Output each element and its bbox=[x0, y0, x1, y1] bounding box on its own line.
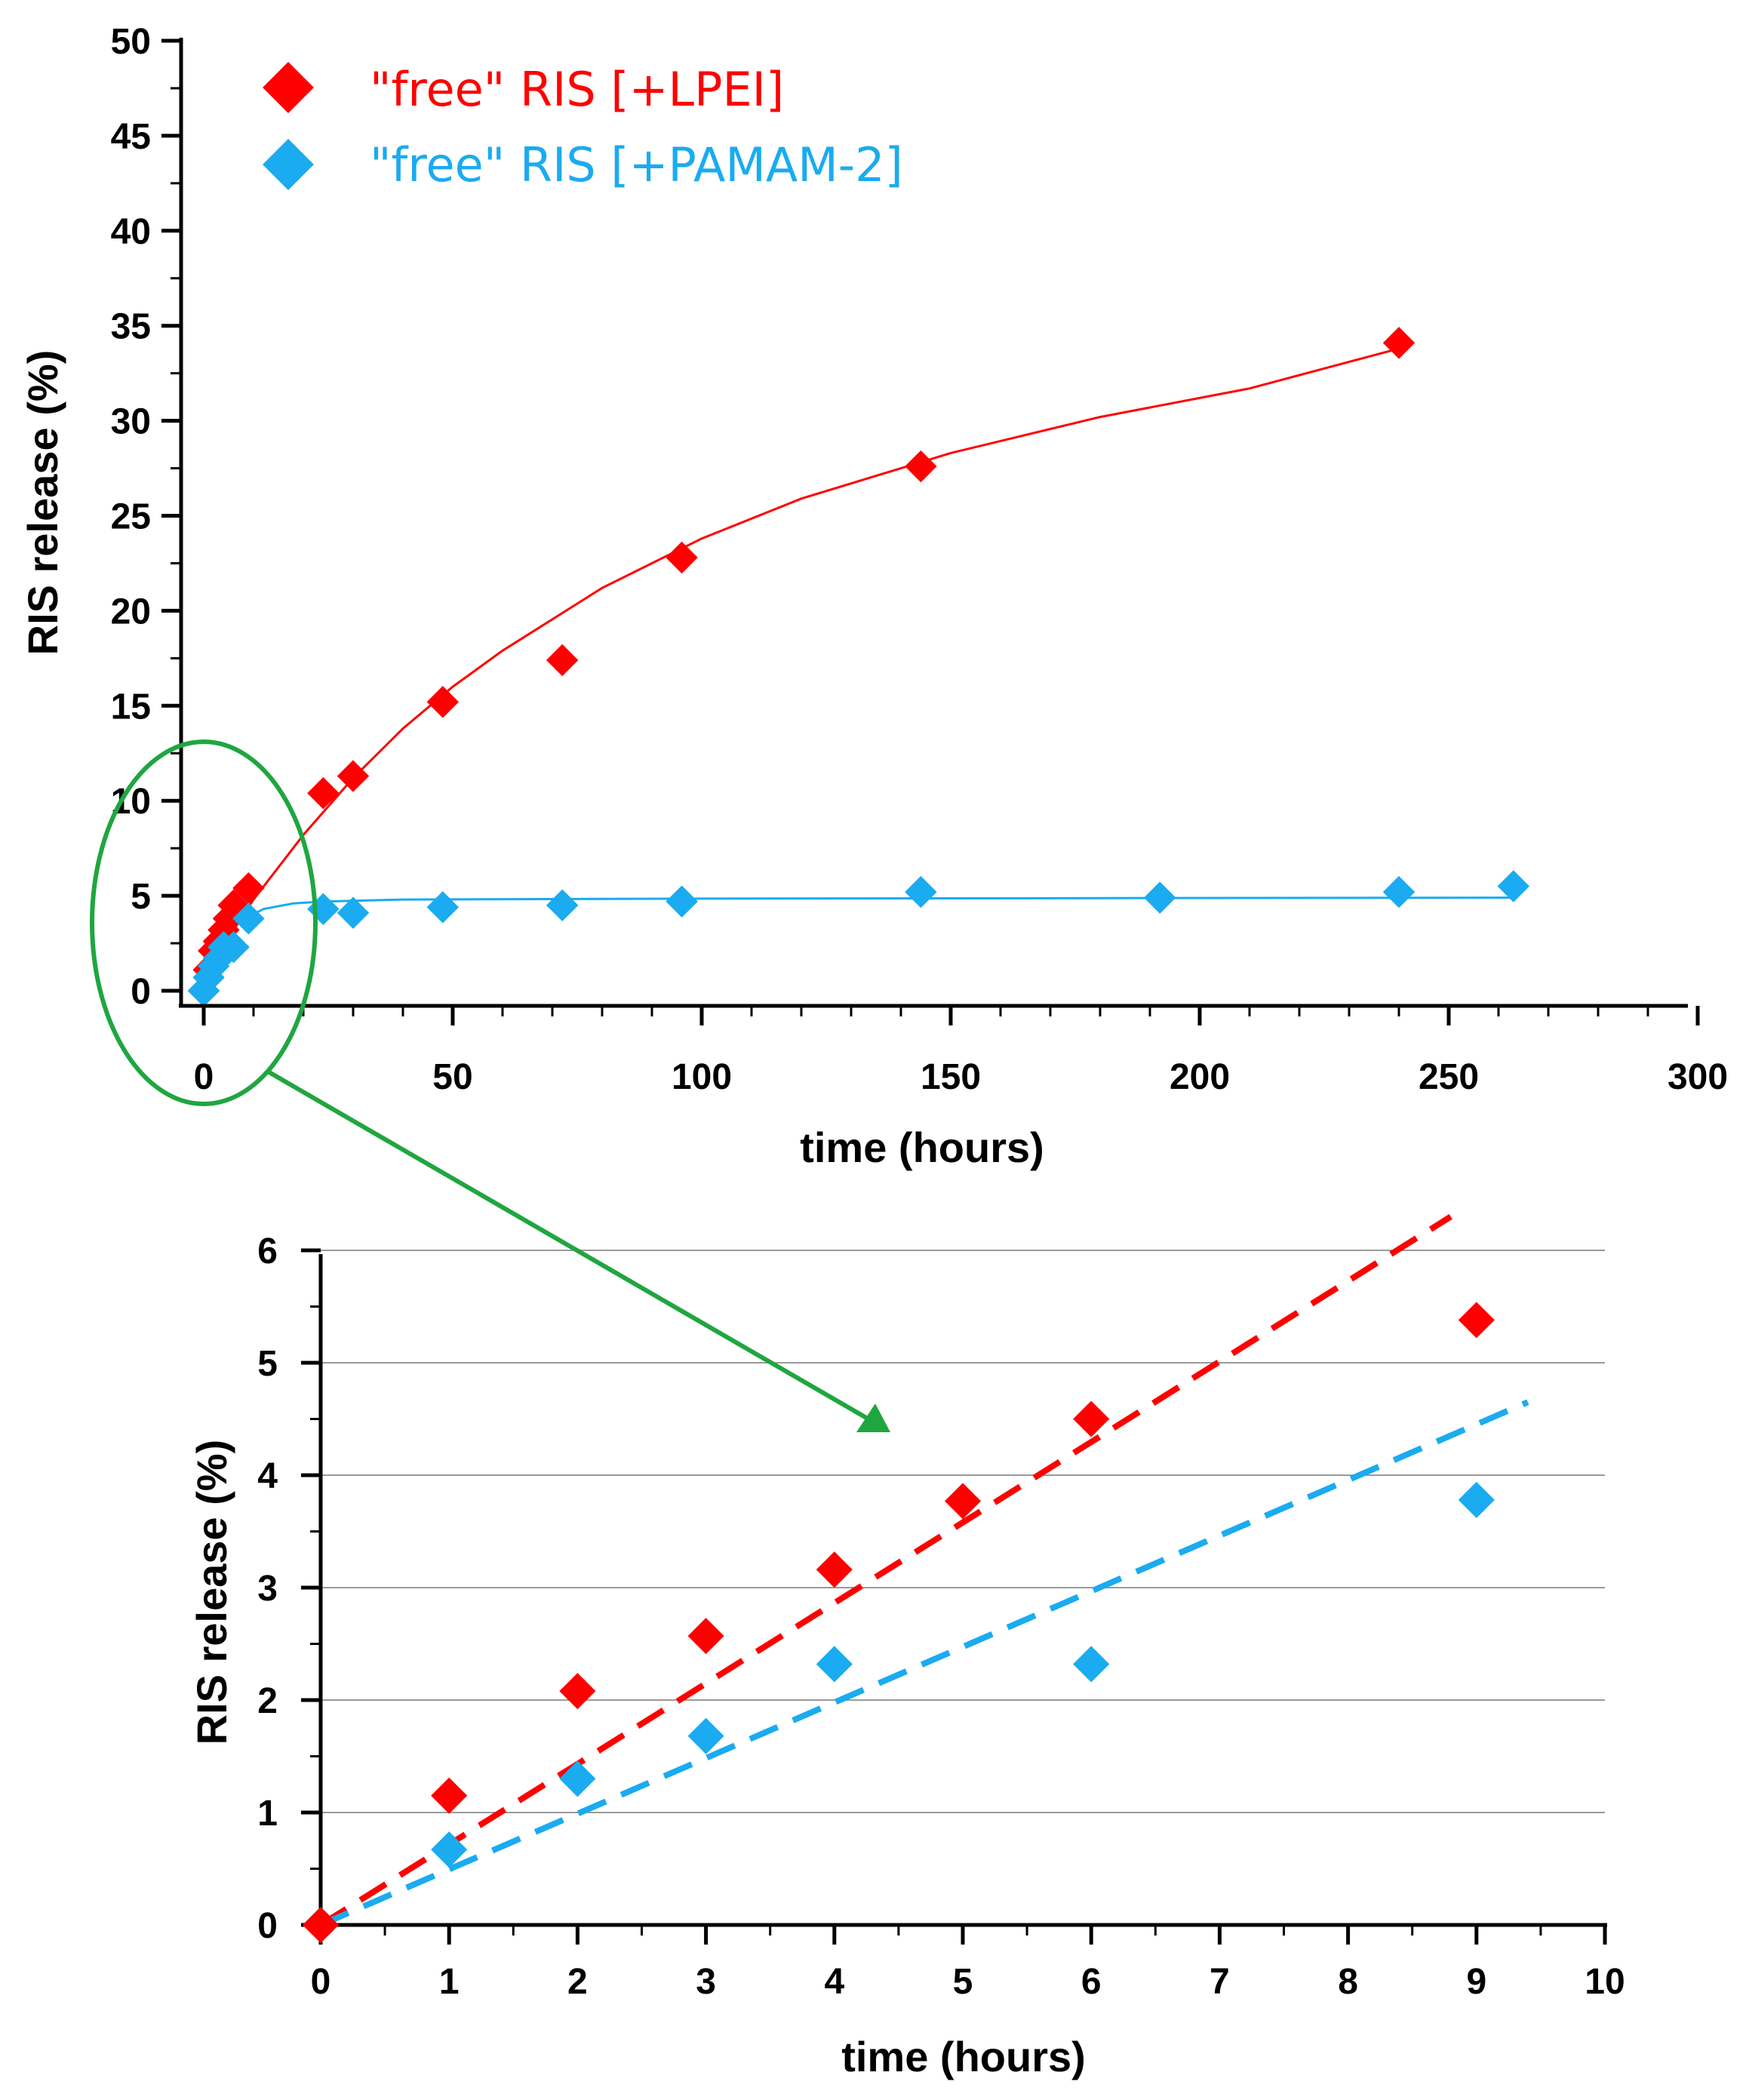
lpei-point-zoom bbox=[816, 1551, 853, 1588]
bottom-x-tick-label: 9 bbox=[1466, 1962, 1486, 2002]
pamam-points bbox=[187, 870, 1530, 1007]
pamam-trend-line bbox=[319, 1399, 1529, 1928]
lpei-trend-line bbox=[318, 1213, 1452, 1928]
bottom-y-axis-title: RIS release (%) bbox=[188, 1440, 235, 1745]
lpei-point bbox=[307, 776, 340, 810]
top-x-tick-label: 300 bbox=[1668, 1057, 1728, 1097]
pamam-point-zoom bbox=[687, 1717, 724, 1754]
top-y-tick-label: 25 bbox=[111, 497, 151, 537]
bottom-x-tick-label: 8 bbox=[1338, 1962, 1358, 2002]
pamam-points-zoom bbox=[302, 1481, 1495, 1944]
zoom-annotation bbox=[90, 739, 890, 1432]
pamam-point bbox=[905, 875, 937, 909]
pamam-point bbox=[1143, 881, 1176, 914]
bottom-x-tick-label: 2 bbox=[567, 1962, 588, 2002]
bottom-y-tick-label: 1 bbox=[257, 1794, 278, 1834]
legend-lpei-label: "free" RIS [+LPEI] bbox=[370, 62, 784, 117]
pamam-point bbox=[217, 930, 250, 964]
bottom-axis-ticks bbox=[301, 1248, 1607, 1945]
bottom-x-tick-label: 5 bbox=[953, 1962, 973, 2002]
legend-pamam-marker bbox=[263, 139, 314, 190]
top-y-tick-label: 0 bbox=[131, 972, 151, 1012]
bottom-y-tick-label: 2 bbox=[257, 1681, 278, 1721]
highlight-ellipse bbox=[90, 739, 318, 1106]
top-x-tick-label: 150 bbox=[921, 1057, 981, 1097]
top-y-tick-label: 30 bbox=[111, 402, 151, 442]
lpei-point-zoom bbox=[1458, 1302, 1495, 1339]
lpei-point bbox=[1382, 327, 1416, 359]
zoom-arrow-shaft bbox=[266, 1069, 869, 1421]
lpei-point bbox=[905, 450, 937, 483]
bottom-y-tick-label: 3 bbox=[257, 1569, 278, 1609]
lpei-point bbox=[337, 760, 370, 792]
bottom-y-tick-label: 5 bbox=[257, 1344, 278, 1384]
bottom-x-tick-label: 6 bbox=[1081, 1962, 1102, 2002]
pamam-point-zoom bbox=[1458, 1481, 1495, 1518]
bottom-x-axis-title: time (hours) bbox=[841, 2033, 1086, 2080]
legend-lpei-marker bbox=[263, 62, 314, 113]
top-y-tick-label: 5 bbox=[131, 877, 151, 917]
lpei-point-zoom bbox=[1073, 1401, 1110, 1437]
pamam-point bbox=[307, 893, 340, 925]
top-x-tick-label: 250 bbox=[1419, 1057, 1479, 1097]
top-y-tick-label: 20 bbox=[111, 592, 151, 632]
bottom-x-tick-label: 4 bbox=[824, 1962, 844, 2002]
lpei-point-zoom bbox=[559, 1673, 596, 1710]
zoom-arrow-head bbox=[856, 1404, 890, 1432]
top-x-tick-label: 100 bbox=[672, 1057, 732, 1097]
top-x-tick-label: 50 bbox=[432, 1057, 472, 1097]
pamam-point bbox=[546, 889, 579, 921]
bottom-gridlines bbox=[321, 1250, 1605, 1813]
pamam-point bbox=[1382, 875, 1416, 909]
bottom-tick-labels: 0 1 2 3 4 5 6 7 8 9 10 0 1 2 3 4 5 6 bbox=[257, 1231, 1625, 2002]
bottom-x-tick-label: 7 bbox=[1210, 1962, 1230, 2002]
lpei-point-zoom bbox=[431, 1777, 468, 1814]
bottom-x-tick-label: 3 bbox=[696, 1962, 716, 2002]
bottom-x-tick-label: 10 bbox=[1585, 1962, 1625, 2002]
top-y-tick-label: 45 bbox=[111, 117, 151, 157]
lpei-points bbox=[187, 327, 1416, 1007]
pamam-point bbox=[666, 885, 698, 918]
legend: "free" RIS [+LPEI] "free" RIS [+PAMAM-2] bbox=[263, 62, 903, 192]
pamam-point bbox=[232, 902, 265, 935]
pamam-point-zoom bbox=[1073, 1646, 1110, 1683]
lpei-point bbox=[546, 644, 579, 677]
pamam-point bbox=[426, 890, 460, 924]
bottom-chart: 0 1 2 3 4 5 6 7 8 9 10 0 1 2 3 4 5 6 time (hours) RIS rel… bbox=[188, 1213, 1625, 2080]
lpei-point bbox=[666, 541, 698, 574]
bottom-x-tick-label: 0 bbox=[311, 1962, 331, 2002]
pamam-point-zoom bbox=[816, 1646, 853, 1683]
top-x-axis-title: time (hours) bbox=[800, 1124, 1044, 1171]
lpei-point-zoom bbox=[302, 1906, 340, 1944]
top-y-axis-title: RIS release (%) bbox=[19, 350, 66, 656]
top-x-tick-label: 200 bbox=[1170, 1057, 1230, 1097]
top-y-tick-label: 35 bbox=[111, 307, 151, 347]
top-x-tick-label: 0 bbox=[194, 1057, 214, 1097]
pamam-point bbox=[337, 896, 370, 929]
legend-pamam-label: "free" RIS [+PAMAM-2] bbox=[370, 137, 903, 192]
pamam-fit-curve bbox=[202, 896, 1514, 992]
pamam-point-zoom bbox=[559, 1760, 596, 1797]
bottom-y-tick-label: 4 bbox=[257, 1456, 278, 1496]
lpei-point bbox=[426, 686, 460, 718]
top-y-tick-label: 50 bbox=[111, 22, 151, 62]
pamam-point-zoom bbox=[431, 1831, 468, 1868]
lpei-point-zoom bbox=[687, 1618, 724, 1655]
top-y-tick-label: 40 bbox=[111, 212, 151, 252]
pamam-point bbox=[1497, 870, 1530, 902]
lpei-fit-curve bbox=[202, 347, 1400, 992]
bottom-y-tick-label: 6 bbox=[257, 1231, 278, 1271]
lpei-point bbox=[232, 872, 265, 905]
bottom-x-tick-label: 1 bbox=[439, 1962, 460, 2002]
bottom-y-tick-label: 0 bbox=[257, 1906, 278, 1946]
lpei-points-zoom bbox=[302, 1302, 1495, 1944]
top-y-tick-label: 15 bbox=[111, 687, 151, 727]
